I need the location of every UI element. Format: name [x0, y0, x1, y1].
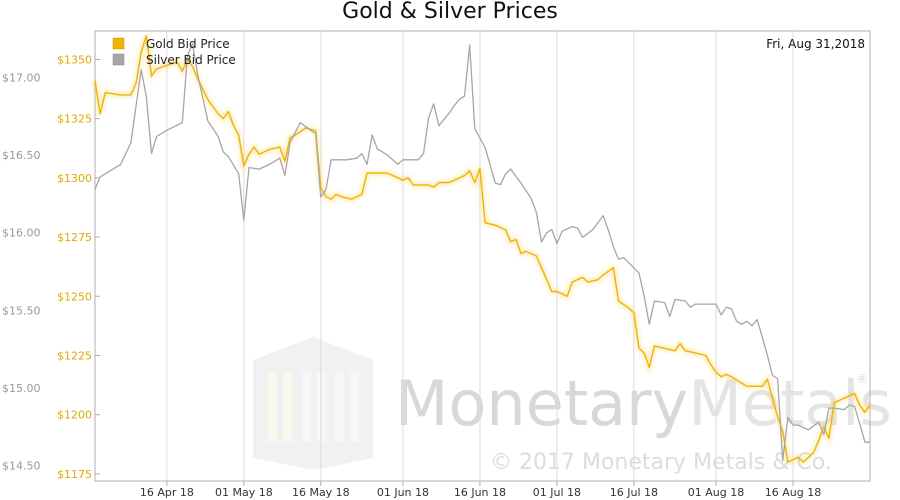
y-tick-label-gold: $1325 [57, 113, 92, 126]
x-tick-label: 16 Apr 18 [140, 486, 194, 499]
chart-title: Gold & Silver Prices [342, 0, 558, 24]
y-tick-label-gold: $1250 [57, 290, 92, 303]
x-axis: 16 Apr 18 01 May 18 16 May 18 01 Jun 18 16 J… [140, 481, 821, 499]
monetary-metals-logo [253, 337, 373, 470]
grid [166, 31, 794, 481]
y-tick-label-silver: $15.50 [2, 304, 41, 317]
legend: Gold Bid Price Silver Bid Price [112, 37, 236, 67]
watermark: MonetaryMetals ® © 2017 Monetary Metals … [253, 337, 892, 475]
y-tick-label-silver: $16.50 [2, 149, 41, 162]
y-tick-label-gold: $1275 [57, 231, 92, 244]
y-axis-silver: $14.50 $15.00 $15.50 $16.00 $16.50 $17.00 [2, 72, 41, 473]
x-tick-label: 16 Aug 18 [765, 486, 821, 499]
y-tick-label-gold: $1200 [57, 409, 92, 422]
series-line-silver [94, 42, 870, 462]
x-tick-label: 01 Aug 18 [688, 486, 744, 499]
y-tick-label-silver: $16.00 [2, 227, 41, 240]
legend-label-silver: Silver Bid Price [146, 53, 236, 67]
plot-frame [94, 30, 871, 482]
x-tick-label: 01 May 18 [215, 486, 273, 499]
x-tick-label: 01 Jun 18 [377, 486, 429, 499]
x-tick-label: 16 Jun 18 [454, 486, 506, 499]
y-tick-label-gold: $1350 [57, 53, 92, 66]
y-axis-gold: $1175 $1200 $1225 $1250 $1275 $1300 $1325 $1350 [57, 53, 100, 481]
legend-swatch-gold [112, 37, 125, 50]
series-line-gold [94, 35, 871, 463]
x-tick-label: 01 Jul 18 [533, 486, 581, 499]
y-tick-label-silver: $14.50 [2, 459, 41, 472]
legend-label-gold: Gold Bid Price [146, 37, 230, 51]
y-tick-label-gold: $1175 [57, 468, 92, 481]
y-tick-label-gold: $1225 [57, 349, 92, 362]
watermark-brand: MonetaryMetals [395, 367, 892, 440]
x-tick-label: 16 Jul 18 [610, 486, 658, 499]
y-tick-label-silver: $17.00 [2, 72, 41, 85]
series-layer [92, 34, 873, 466]
date-label: Fri, Aug 31,2018 [766, 37, 865, 51]
watermark-registered: ® [856, 372, 868, 386]
legend-swatch-silver [112, 53, 125, 66]
y-tick-label-silver: $15.00 [2, 382, 41, 395]
x-tick-label: 16 May 18 [292, 486, 350, 499]
y-tick-label-gold: $1300 [57, 172, 92, 185]
watermark-copyright: © 2017 Monetary Metals & Co. [490, 450, 832, 475]
